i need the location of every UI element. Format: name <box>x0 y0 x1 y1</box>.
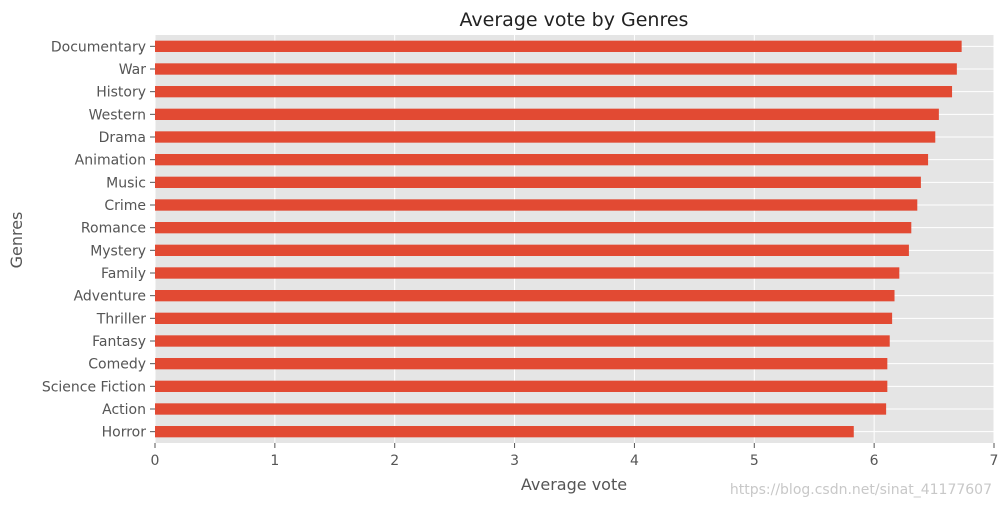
x-tick-label: 7 <box>990 453 999 469</box>
y-tick-label: Comedy <box>88 357 146 373</box>
bar-history <box>155 86 953 98</box>
y-tick-label: Adventure <box>74 289 146 305</box>
watermark: https://blog.csdn.net/sinat_41177607 <box>730 482 992 498</box>
bar-western <box>155 108 939 120</box>
y-tick-label: History <box>96 85 146 101</box>
y-tick-label: Drama <box>99 130 146 146</box>
bar-horror <box>155 426 854 438</box>
bar-romance <box>155 222 912 234</box>
y-tick-label: War <box>119 62 147 78</box>
y-tick-label: Romance <box>81 221 146 237</box>
x-tick-label: 5 <box>750 453 759 469</box>
y-tick-label: Family <box>101 266 146 282</box>
x-tick-label: 6 <box>870 453 879 469</box>
y-tick-label: Horror <box>102 425 147 441</box>
bar-crime <box>155 199 918 211</box>
bar-fantasy <box>155 335 890 347</box>
y-tick-label: Action <box>102 402 146 418</box>
y-tick-label: Science Fiction <box>42 379 146 395</box>
y-tick-label: Fantasy <box>92 334 146 350</box>
y-tick-label: Mystery <box>90 243 146 259</box>
plot-area <box>155 35 994 443</box>
bar-thriller <box>155 312 893 324</box>
chart-title: Average vote by Genres <box>460 9 689 31</box>
x-axis-ticks: 0 1 2 3 4 5 6 7 <box>151 443 999 469</box>
bar-comedy <box>155 358 888 370</box>
x-tick-label: 2 <box>390 453 399 469</box>
bar-family <box>155 267 900 279</box>
y-tick-label: Documentary <box>51 39 146 55</box>
bar-adventure <box>155 290 895 302</box>
x-tick-label: 1 <box>270 453 279 469</box>
bars <box>155 40 962 438</box>
y-axis-label: Genres <box>7 212 26 269</box>
y-axis-ticks: Documentary War History Western Drama Animati… <box>42 39 155 441</box>
bar-drama <box>155 131 936 143</box>
y-tick-label: Thriller <box>96 311 146 327</box>
bar-science-fiction <box>155 380 888 392</box>
x-tick-label: 4 <box>630 453 639 469</box>
x-tick-label: 0 <box>151 453 160 469</box>
y-tick-label: Western <box>89 107 146 123</box>
y-tick-label: Crime <box>104 198 146 214</box>
x-axis-label: Average vote <box>521 475 627 494</box>
bar-action <box>155 403 887 415</box>
bar-animation <box>155 154 929 166</box>
bar-war <box>155 63 957 75</box>
x-tick-label: 3 <box>510 453 519 469</box>
bar-music <box>155 176 921 188</box>
y-tick-label: Animation <box>75 153 146 169</box>
bar-mystery <box>155 244 909 256</box>
y-tick-label: Music <box>106 175 146 191</box>
bar-documentary <box>155 40 962 52</box>
